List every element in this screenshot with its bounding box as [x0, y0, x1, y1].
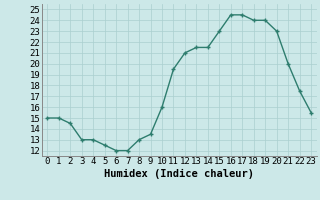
X-axis label: Humidex (Indice chaleur): Humidex (Indice chaleur) [104, 169, 254, 179]
